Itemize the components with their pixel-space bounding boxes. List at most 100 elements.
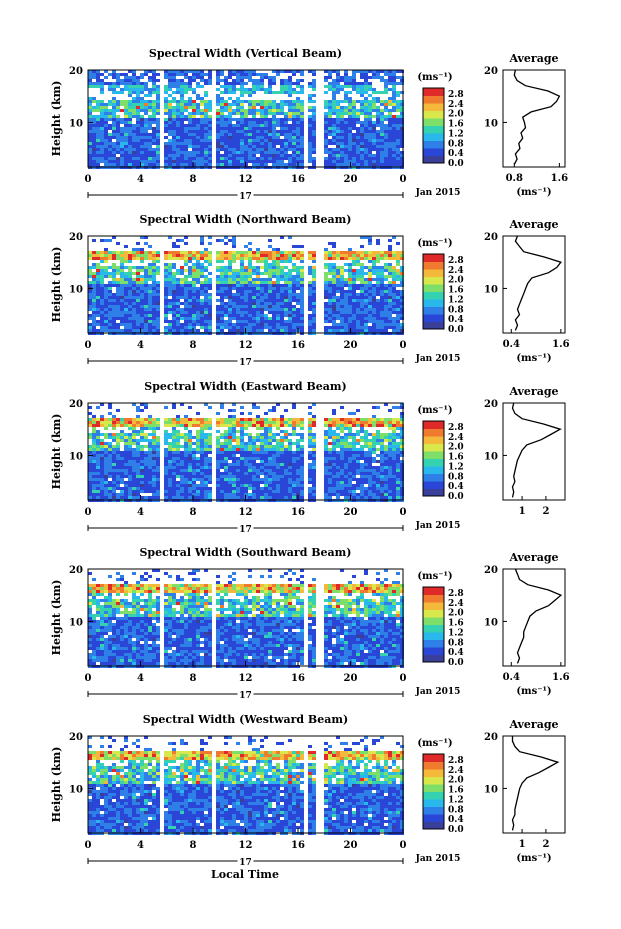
heatmap-cells [88,236,404,335]
profile-y-tick-label: 20 [484,565,498,576]
profile-title: Average [508,218,558,231]
y-axis-label: Height (km) [50,580,63,656]
x-axis-label: Local Time [211,868,279,881]
colorbar-tick-label: 1.2 [448,129,464,139]
profile-x-tick-label: 0.8 [506,173,523,184]
colorbar-tick-label: 2.0 [448,776,464,786]
date-day-bg [237,190,254,200]
x-tick-label: 0 [85,340,92,351]
x-tick-label: 0 [85,840,92,851]
profile-x-tick-label: 2 [542,839,549,850]
profile-y-tick-label: 20 [484,399,498,410]
colorbar-segment [423,321,444,330]
month-year-label: Jan 2015 [415,854,461,864]
colorbar-segment [423,299,444,307]
colorbar-segment [423,784,444,792]
colorbar-segment [423,451,444,459]
colorbar-tick-label: 1.2 [448,795,464,805]
colorbar-segment [423,776,444,785]
colorbar-tick-label: 0.4 [448,815,464,825]
colorbar-tick-label: 2.8 [448,589,464,599]
x-tick-label: 12 [239,174,253,185]
colorbar-segment [423,314,444,322]
colorbar-segment [423,481,444,489]
colorbar-segment [423,639,444,648]
month-year-label: Jan 2015 [415,687,461,697]
profile-y-tick-label: 10 [484,118,498,129]
profile-line [513,69,561,165]
colorbar-segment [423,284,444,292]
colorbar-tick-label: 1.6 [448,286,464,296]
colorbar-tick-label: 1.2 [448,295,464,305]
colorbar [423,421,444,497]
colorbar-tick-label: 1.6 [448,120,464,130]
x-tick-label: 12 [239,340,253,351]
y-tick-label: 20 [69,565,83,576]
colorbar-tick-label: 2.0 [448,110,464,120]
colorbar-segment [423,103,444,111]
colorbar-tick-label: 0.8 [448,805,464,815]
y-tick-label: 20 [69,232,83,243]
colorbar-tick-label: 0.0 [448,492,464,502]
colorbar-tick-label: 0.4 [448,648,464,658]
x-tick-label: 20 [344,174,358,185]
heatmap-cells [88,736,404,835]
colorbar-segment [423,791,444,800]
colorbar-tick-label: 0.4 [448,149,464,159]
profile-y-tick-label: 20 [484,66,498,77]
beam-panel-1: Spectral Width (Northward Beam) 20 10 Heigh… [50,213,570,368]
heatmap-title: Spectral Width (Northward Beam) [140,213,352,226]
x-tick-label: 4 [137,174,144,185]
colorbar-segment [423,761,444,770]
colorbar-segment [423,155,444,164]
profile-x-tick-label: 1.6 [552,672,569,683]
y-axis-label: Height (km) [50,747,63,823]
x-tick-label: 20 [344,673,358,684]
profile-x-label: (ms⁻¹) [516,187,551,198]
date-day-bg [237,856,254,866]
heatmap-title: Spectral Width (Southward Beam) [139,546,351,559]
colorbar-segment [423,261,444,270]
colorbar-segment [423,799,444,807]
date-day-label: 17 [239,358,252,368]
x-tick-label: 12 [239,507,253,518]
profile-x-tick-label: 1 [519,506,526,517]
colorbar-segment [423,458,444,467]
colorbar-segment [423,254,444,262]
date-day-bg [237,523,254,533]
y-tick-label: 20 [69,66,83,77]
colorbar-segment [423,647,444,655]
colorbar-tick-label: 0.0 [448,658,464,668]
y-tick-label: 10 [69,451,83,462]
x-tick-label: 16 [291,507,305,518]
profile-y-tick-label: 10 [484,451,498,462]
date-day-label: 17 [239,192,252,202]
colorbar [423,88,444,164]
heatmap-cells [88,569,404,668]
colorbar-tick-label: 2.0 [448,276,464,286]
x-tick-label: 20 [344,507,358,518]
colorbar-tick-label: 0.0 [448,325,464,335]
x-tick-label: 12 [239,673,253,684]
colorbar-segment [423,291,444,300]
x-tick-label: 8 [190,174,197,185]
colorbar-segment [423,624,444,633]
colorbar-tick-label: 1.6 [448,453,464,463]
month-year-label: Jan 2015 [415,188,461,198]
profile-frame [502,402,566,501]
colorbar-tick-label: 0.8 [448,139,464,149]
colorbar [423,587,444,663]
month-year-label: Jan 2015 [415,354,461,364]
colorbar-segment [423,140,444,149]
colorbar-tick-label: 0.8 [448,638,464,648]
colorbar-segment [423,276,444,285]
beam-panel-3: Spectral Width (Southward Beam) 20 10 Heigh… [50,546,570,701]
colorbar-segment [423,88,444,96]
x-tick-label: 4 [137,507,144,518]
colorbar-segment [423,814,444,822]
profile-line [514,235,562,331]
colorbar-segment [423,488,444,497]
profile-frame [502,568,566,667]
x-tick-label: 0 [85,507,92,518]
y-tick-label: 10 [69,284,83,295]
